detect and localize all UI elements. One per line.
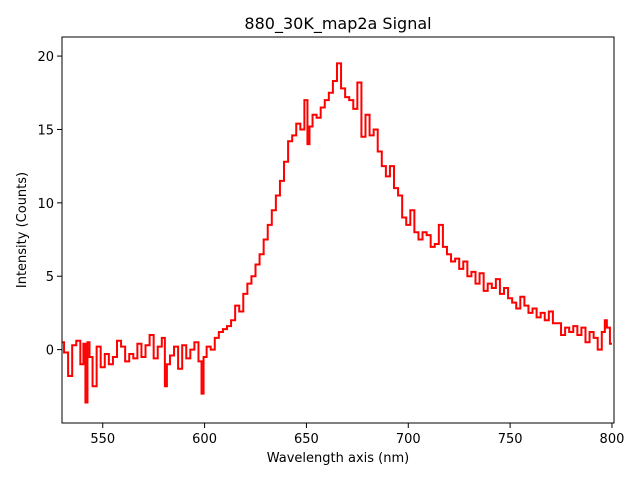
y-tick-label: 10 (37, 197, 54, 212)
chart-title: 880_30K_map2a Signal (244, 14, 431, 34)
x-axis-label: Wavelength axis (nm) (267, 451, 409, 466)
x-tick-label: 650 (294, 432, 319, 447)
x-axis-ticks: 550 600 650 700 750 800 (90, 423, 624, 447)
series-line-0 (62, 62, 612, 404)
series-layer (62, 62, 612, 404)
y-tick-label: 0 (46, 344, 54, 359)
y-tick-label: 15 (37, 123, 54, 138)
y-tick-label: 5 (46, 270, 54, 285)
plot-area (62, 37, 614, 423)
y-axis-label: Intensity (Counts) (15, 172, 30, 288)
x-tick-label: 550 (90, 432, 115, 447)
plot-frame (61, 36, 615, 424)
x-tick-label: 800 (600, 432, 625, 447)
x-tick-label: 700 (396, 432, 421, 447)
y-tick-label: 20 (37, 50, 54, 65)
y-axis-ticks: 0 5 10 15 20 (37, 50, 62, 359)
x-tick-label: 750 (498, 432, 523, 447)
x-tick-label: 600 (192, 432, 217, 447)
